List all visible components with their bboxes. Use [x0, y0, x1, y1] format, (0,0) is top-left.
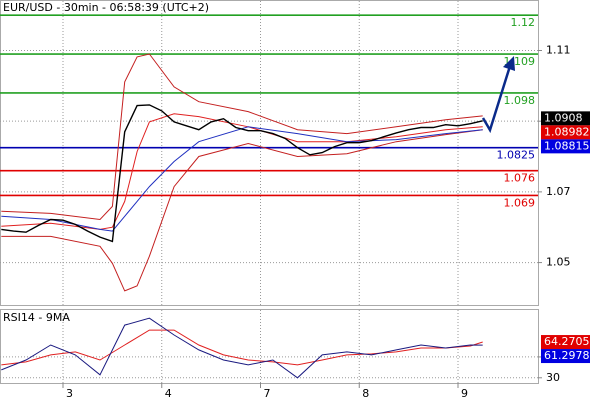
price-tag	[541, 335, 590, 350]
x-tick-label: 7	[264, 387, 271, 400]
series-line	[1, 53, 483, 221]
level-label: 1.0825	[497, 149, 536, 162]
series-line	[1, 104, 483, 243]
series-line	[1, 129, 483, 292]
chart-title: EUR/USD - 30min - 06:58:39 (UTC+2)	[3, 1, 209, 14]
level-label: 1.12	[511, 16, 536, 29]
price-tag-label: 1.08815	[544, 139, 590, 152]
price-tag-label: 61.2978	[544, 349, 590, 362]
price-tag	[541, 125, 590, 140]
x-tick-label: 8	[362, 387, 369, 400]
y-tick-label: 1.07	[546, 185, 571, 198]
y-tick-label: 1.11	[546, 43, 571, 56]
rsi-panel-frame	[0, 309, 539, 384]
x-tick-label: 9	[461, 387, 468, 400]
price-tag-label: 64.2705	[544, 335, 590, 348]
rsi-title: RSI14 - 9MA	[3, 311, 70, 324]
level-label: 1.069	[504, 196, 536, 209]
level-label: 1.076	[504, 172, 536, 185]
price-tag-label: 1.0908	[544, 111, 583, 124]
level-label: 1.098	[504, 94, 536, 107]
forecast-arrow-head	[503, 56, 515, 71]
y-tick-label: 30	[546, 371, 560, 384]
x-tick-label: 3	[66, 387, 73, 400]
series-line	[1, 317, 483, 379]
main-panel-frame	[0, 0, 539, 306]
series-line	[1, 126, 483, 232]
price-tag-label: 1.08982	[544, 125, 590, 138]
price-tag	[541, 349, 590, 364]
price-tag	[541, 111, 590, 126]
x-tick-label: 4	[165, 387, 172, 400]
series-line	[1, 329, 483, 366]
price-tag	[541, 139, 590, 154]
y-tick-label: 1.05	[546, 256, 571, 269]
forecast-arrow	[481, 65, 512, 134]
